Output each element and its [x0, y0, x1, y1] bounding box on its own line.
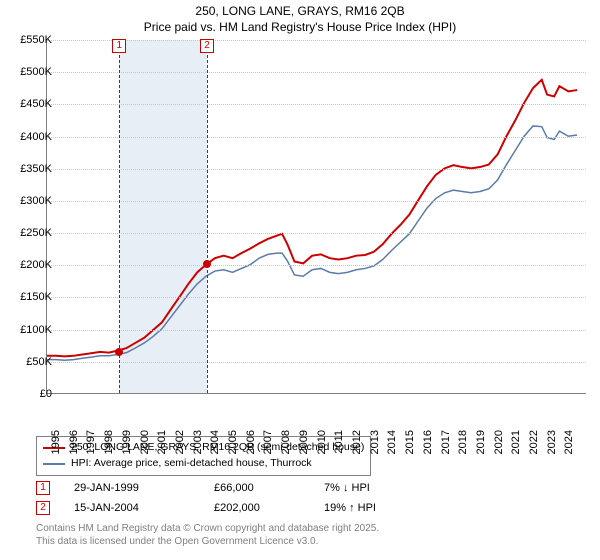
chart-lines-svg	[47, 40, 586, 393]
legend-label: HPI: Average price, semi-detached house,…	[71, 456, 312, 472]
gridline	[47, 137, 586, 138]
x-axis-label: 2007	[262, 430, 274, 454]
x-axis-label: 2018	[457, 430, 469, 454]
y-axis-label: £150K	[8, 291, 52, 303]
x-axis-label: 2009	[298, 430, 310, 454]
sale-pct: 19% ↑ HPI	[324, 502, 414, 514]
marker-vline	[119, 40, 120, 393]
x-axis-label: 1998	[103, 430, 115, 454]
sale-pct: 7% ↓ HPI	[324, 482, 414, 494]
gridline	[47, 104, 586, 105]
x-axis-label: 2022	[528, 430, 540, 454]
gridline	[47, 201, 586, 202]
x-axis-label: 1997	[85, 430, 97, 454]
x-axis-label: 2001	[156, 430, 168, 454]
x-axis-label: 2021	[510, 430, 522, 454]
x-axis-label: 2002	[174, 430, 186, 454]
sale-point-marker	[203, 260, 211, 268]
x-axis-label: 2019	[475, 430, 487, 454]
y-axis-label: £550K	[8, 34, 52, 46]
x-axis-label: 2023	[546, 430, 558, 454]
x-axis-label: 2004	[209, 430, 221, 454]
x-axis-label: 2003	[192, 430, 204, 454]
gridline	[47, 362, 586, 363]
footer-line2: This data is licensed under the Open Gov…	[36, 535, 379, 548]
x-axis-label: 2015	[404, 430, 416, 454]
footer-attribution: Contains HM Land Registry data © Crown c…	[36, 522, 379, 548]
sale-row: 2 15-JAN-2004 £202,000 19% ↑ HPI	[36, 498, 414, 518]
sale-records: 1 29-JAN-1999 £66,000 7% ↓ HPI 2 15-JAN-…	[36, 478, 414, 518]
x-axis-label: 1995	[50, 430, 62, 454]
gridline	[47, 265, 586, 266]
gridline	[47, 169, 586, 170]
legend-swatch	[43, 463, 65, 465]
x-axis-label: 2005	[227, 430, 239, 454]
legend-item: HPI: Average price, semi-detached house,…	[43, 456, 364, 472]
y-axis-label: £100K	[8, 324, 52, 336]
x-axis-label: 2020	[493, 430, 505, 454]
chart-plot-area: 12	[46, 40, 586, 394]
x-axis-label: 2016	[422, 430, 434, 454]
x-axis-label: 2011	[333, 430, 345, 454]
title-line2: Price paid vs. HM Land Registry's House …	[0, 20, 600, 36]
gridline	[47, 330, 586, 331]
x-axis-label: 2012	[351, 430, 363, 454]
y-axis-label: £50K	[8, 356, 52, 368]
sale-price: £66,000	[214, 482, 324, 494]
marker-box-icon: 1	[112, 39, 126, 53]
x-axis-label: 2000	[139, 430, 151, 454]
x-axis-label: 2008	[280, 430, 292, 454]
sale-marker-icon: 2	[36, 501, 50, 515]
y-axis-label: £300K	[8, 195, 52, 207]
x-axis-label: 2013	[369, 430, 381, 454]
x-axis-label: 2017	[440, 430, 452, 454]
sale-row: 1 29-JAN-1999 £66,000 7% ↓ HPI	[36, 478, 414, 498]
footer-line1: Contains HM Land Registry data © Crown c…	[36, 522, 379, 535]
sale-date: 29-JAN-1999	[74, 482, 214, 494]
series-line	[47, 126, 577, 360]
y-axis-label: £400K	[8, 131, 52, 143]
sale-marker-icon: 1	[36, 481, 50, 495]
x-axis-label: 2014	[386, 430, 398, 454]
y-axis-label: £350K	[8, 163, 52, 175]
x-axis-label: 2006	[245, 430, 257, 454]
y-axis-label: £0	[8, 388, 52, 400]
chart-title: 250, LONG LANE, GRAYS, RM16 2QB Price pa…	[0, 0, 600, 35]
gridline	[47, 233, 586, 234]
sale-date: 15-JAN-2004	[74, 502, 214, 514]
x-axis-label: 2010	[316, 430, 328, 454]
gridline	[47, 297, 586, 298]
y-axis-label: £450K	[8, 98, 52, 110]
sale-price: £202,000	[214, 502, 324, 514]
x-axis-label: 2024	[563, 430, 575, 454]
gridline	[47, 40, 586, 41]
series-line	[47, 80, 577, 357]
y-axis-label: £200K	[8, 259, 52, 271]
sale-point-marker	[115, 348, 123, 356]
y-axis-label: £500K	[8, 66, 52, 78]
marker-vline	[207, 40, 208, 393]
y-axis-label: £250K	[8, 227, 52, 239]
gridline	[47, 72, 586, 73]
marker-box-icon: 2	[200, 39, 214, 53]
x-axis-label: 1996	[68, 430, 80, 454]
x-axis-label: 1999	[121, 430, 133, 454]
title-line1: 250, LONG LANE, GRAYS, RM16 2QB	[0, 4, 600, 20]
